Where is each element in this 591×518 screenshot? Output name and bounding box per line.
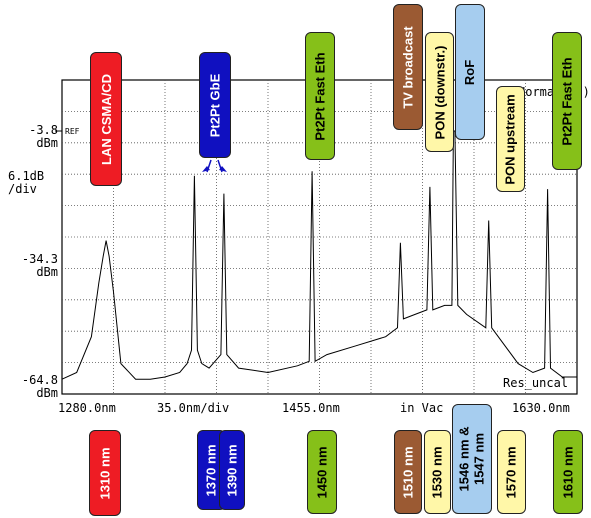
wavelength-tag-label: 1390 nm <box>224 443 240 497</box>
service-tag: RoF <box>455 4 485 140</box>
low-level-label: -64.8 dBm <box>21 373 58 400</box>
service-tag: TV broadcast <box>393 4 423 130</box>
wavelength-tag: 1510 nm <box>394 430 422 514</box>
wavelength-tag: 1530 nm <box>424 430 451 514</box>
wavelength-tag-label: 1610 nm <box>560 445 576 499</box>
x-end-label: 1630.0nm <box>512 401 570 415</box>
medium-label: in Vac <box>400 401 444 415</box>
wavelength-tag: 1310 nm <box>89 430 121 516</box>
wavelength-tag-label: 1450 nm <box>314 445 330 499</box>
x-center-label: 1455.0nm <box>282 401 340 415</box>
ref-level-label: -3.8 dBm <box>29 123 58 150</box>
service-tag-label: PON upstream <box>503 93 518 185</box>
resolution-label: Res_uncal <box>503 376 568 390</box>
wavelength-tag: 1546 nm & 1547 nm <box>452 404 492 514</box>
service-tag-label: LAN CSMA/CD <box>98 73 114 165</box>
mid-level-label: -34.3 dBm <box>21 252 58 279</box>
service-tag: Pt2Pt Fast Eth <box>305 32 335 160</box>
service-tag: PON upstream <box>496 86 525 192</box>
service-tag: Pt2Pt Fast Eth <box>552 32 582 170</box>
wavelength-tag-label: 1370 nm <box>204 443 220 497</box>
service-tag-label: TV broadcast <box>400 25 416 109</box>
wavelength-tag: 1610 nm <box>553 430 583 514</box>
service-tag: Pt2Pt GbE <box>199 52 231 158</box>
wavelength-tag: 1390 nm <box>219 430 245 510</box>
service-tag-label: Pt2Pt Fast Eth <box>559 56 575 146</box>
service-tag-label: Pt2Pt GbE <box>207 73 223 137</box>
wavelength-tag-label: 1570 nm <box>504 445 520 499</box>
wavelength-tag-label: 1310 nm <box>97 446 113 500</box>
scale-label: 6.1dB/div <box>8 169 45 196</box>
wavelength-tag: 1450 nm <box>307 430 337 514</box>
ref-marker: REF <box>65 127 80 136</box>
service-tag: LAN CSMA/CD <box>90 52 122 186</box>
arrow-icon <box>202 159 227 173</box>
wavelength-tag-label: 1546 nm & 1547 nm <box>457 426 488 492</box>
wavelength-tag: 1570 nm <box>497 430 526 514</box>
spectrum-trace <box>61 130 577 380</box>
wavelength-tag-label: 1510 nm <box>400 445 416 499</box>
service-tag: PON (downstr.) <box>425 32 454 152</box>
service-tag-label: PON (downstr.) <box>432 45 448 139</box>
service-tag-label: Pt2Pt Fast Eth <box>312 51 328 141</box>
wavelength-tag-label: 1530 nm <box>430 445 446 499</box>
service-tag-label: RoF <box>462 59 478 85</box>
x-start-label: 1280.0nm <box>58 401 116 415</box>
x-div-label: 35.0nm/div <box>157 401 230 415</box>
